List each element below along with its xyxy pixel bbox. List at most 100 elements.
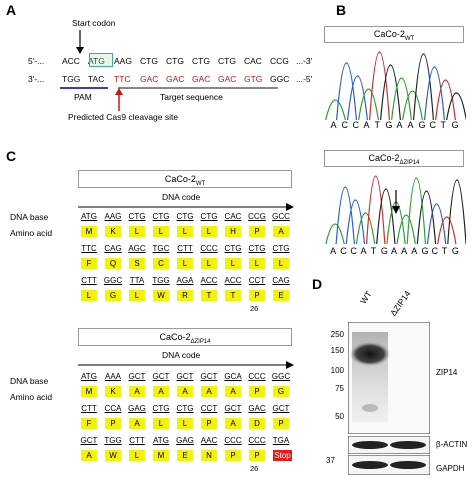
- wt-codon: ACC: [224, 276, 242, 285]
- ko-dna-base-label: DNA base: [10, 376, 49, 386]
- wt-amino-acid: F: [81, 258, 97, 269]
- gapdh-marker-37: 37: [326, 456, 335, 465]
- ko-amino-acid: D: [249, 418, 265, 429]
- chromatogram-ko-title: CaCo-2ΔZIP14: [324, 150, 464, 167]
- chromatogram-wt-base: C: [352, 120, 360, 130]
- ko-amino-acid: W: [105, 450, 121, 461]
- wt-codon: CTG: [224, 244, 242, 253]
- wt-codon: CTG: [200, 212, 218, 221]
- wt-codon: TTC: [81, 244, 97, 253]
- chromatogram-ko: [325, 175, 466, 244]
- ko-amino-acid: A: [129, 418, 145, 429]
- wt-dna-code: DNA code: [162, 192, 201, 202]
- wt-amino-acid: R: [177, 290, 193, 301]
- wt-codon: CTG: [128, 212, 146, 221]
- chromatogram-wt-peak: [424, 66, 445, 120]
- chromatogram-ko-base: G: [451, 246, 459, 256]
- ko-amino-acid: M: [153, 450, 169, 461]
- pam-underline: [60, 87, 108, 89]
- chromatogram-ko-peak: [426, 203, 447, 244]
- chromatogram-wt-cell: CaCo-2: [373, 29, 405, 39]
- ko-codon: ATG: [81, 372, 97, 381]
- molecular-weight-marker: 250: [330, 330, 344, 339]
- ko-amino-acid: A: [129, 386, 145, 397]
- chromatogram-wt-peak: [336, 62, 357, 120]
- chromatogram-wt-base: A: [363, 120, 370, 130]
- ko-codon: CTG: [176, 404, 194, 413]
- ko-amino-acid: L: [153, 418, 169, 429]
- sense-codon: CTG: [218, 56, 236, 66]
- ko-codon: AAA: [104, 372, 121, 381]
- wt-amino-acid: L: [129, 226, 145, 237]
- chromatogram-ko-peak: [447, 179, 466, 244]
- sense-codon: CTG: [192, 56, 210, 66]
- ko-amino-acid: K: [105, 386, 121, 397]
- ko-codon: GCT: [80, 436, 98, 445]
- wt-codon: TGC: [152, 244, 170, 253]
- wt-title: CaCo-2: [164, 174, 196, 184]
- wt-title-box: CaCo-2WT: [78, 170, 292, 188]
- ko-amino-acid: P: [105, 418, 121, 429]
- sense-5prime: 5'-...: [28, 56, 45, 66]
- chromatogram-ko-peak: [325, 223, 345, 244]
- chromatogram-wt-base: A: [407, 120, 414, 130]
- start-codon-arrow: [76, 30, 84, 54]
- ko-amino-acid: P: [225, 450, 241, 461]
- chromatogram-ko-base: C: [350, 246, 357, 256]
- atg-highlight-box: [89, 53, 113, 67]
- wt-amino-acid-label: Amino acid: [10, 228, 53, 238]
- wt-amino-acid: L: [129, 290, 145, 301]
- ko-codon: CCA: [104, 404, 122, 413]
- chromatogram-wt-base: T: [440, 120, 447, 130]
- chromatogram-wt-peak: [358, 88, 379, 120]
- chromatogram-wt-peak: [435, 79, 456, 120]
- lane-ko-label: ΔZIP14: [388, 288, 413, 318]
- wt-codon: CAG: [104, 244, 122, 253]
- ko-amino-acid: A: [225, 386, 241, 397]
- sense-codon: CCG: [270, 56, 289, 66]
- chromatogram-ko-base: C: [431, 246, 439, 256]
- cleavage-arrow: [115, 88, 123, 111]
- chromatogram-ko-base: A: [401, 246, 408, 256]
- gapdh-blot: [348, 455, 430, 475]
- wt-codon: CCG: [248, 212, 266, 221]
- wt-amino-acid: L: [81, 290, 97, 301]
- lane-wt-label: WT: [358, 289, 374, 306]
- ko-codon: GCT: [152, 372, 170, 381]
- chromatogram-ko-base: A: [411, 246, 418, 256]
- wt-amino-acid: L: [177, 226, 193, 237]
- wt-amino-acid: L: [153, 226, 169, 237]
- chromatogram-ko-base: T: [370, 246, 377, 256]
- chromatogram-ko-peak: [345, 199, 366, 244]
- actin-label: β-ACTIN: [436, 440, 468, 449]
- ko-codon: GCT: [224, 404, 242, 413]
- chromatogram-wt-base: C: [341, 120, 349, 130]
- ko-codon: GGC: [271, 372, 291, 381]
- insertion-arrow: [392, 190, 400, 214]
- ko-amino-acid: A: [201, 386, 217, 397]
- ko-codon: CTT: [81, 404, 97, 413]
- ko-amino-acid: A: [177, 386, 193, 397]
- ko-amino-acid: M: [81, 386, 97, 397]
- ko-codon: TGA: [272, 436, 290, 445]
- chromatogram-wt-base: G: [451, 120, 459, 130]
- chromatogram-ko-base: A: [391, 246, 398, 256]
- chromatogram-wt-base: A: [330, 120, 337, 130]
- ko-codon: CCC: [248, 372, 266, 381]
- wt-amino-acid: L: [201, 258, 217, 269]
- wt-position-label: 26: [250, 304, 259, 313]
- wt-codon: CTG: [176, 212, 194, 221]
- ko-title-sub: ΔZIP14: [190, 338, 211, 345]
- ko-codon: GCA: [224, 372, 242, 381]
- ko-amino-acid: G: [273, 386, 289, 397]
- chromatogram-wt: [325, 51, 466, 120]
- zip14-label: ZIP14: [436, 368, 458, 377]
- wt-codon: ATG: [81, 212, 97, 221]
- wt-amino-acid: C: [153, 258, 169, 269]
- chromatogram-ko-base: A: [330, 246, 337, 256]
- chromatogram-ko-sub: ΔZIP14: [399, 159, 420, 166]
- wt-amino-acid: L: [249, 258, 265, 269]
- wt-amino-acid: W: [153, 290, 169, 301]
- chromatogram-ko-base: T: [441, 246, 448, 256]
